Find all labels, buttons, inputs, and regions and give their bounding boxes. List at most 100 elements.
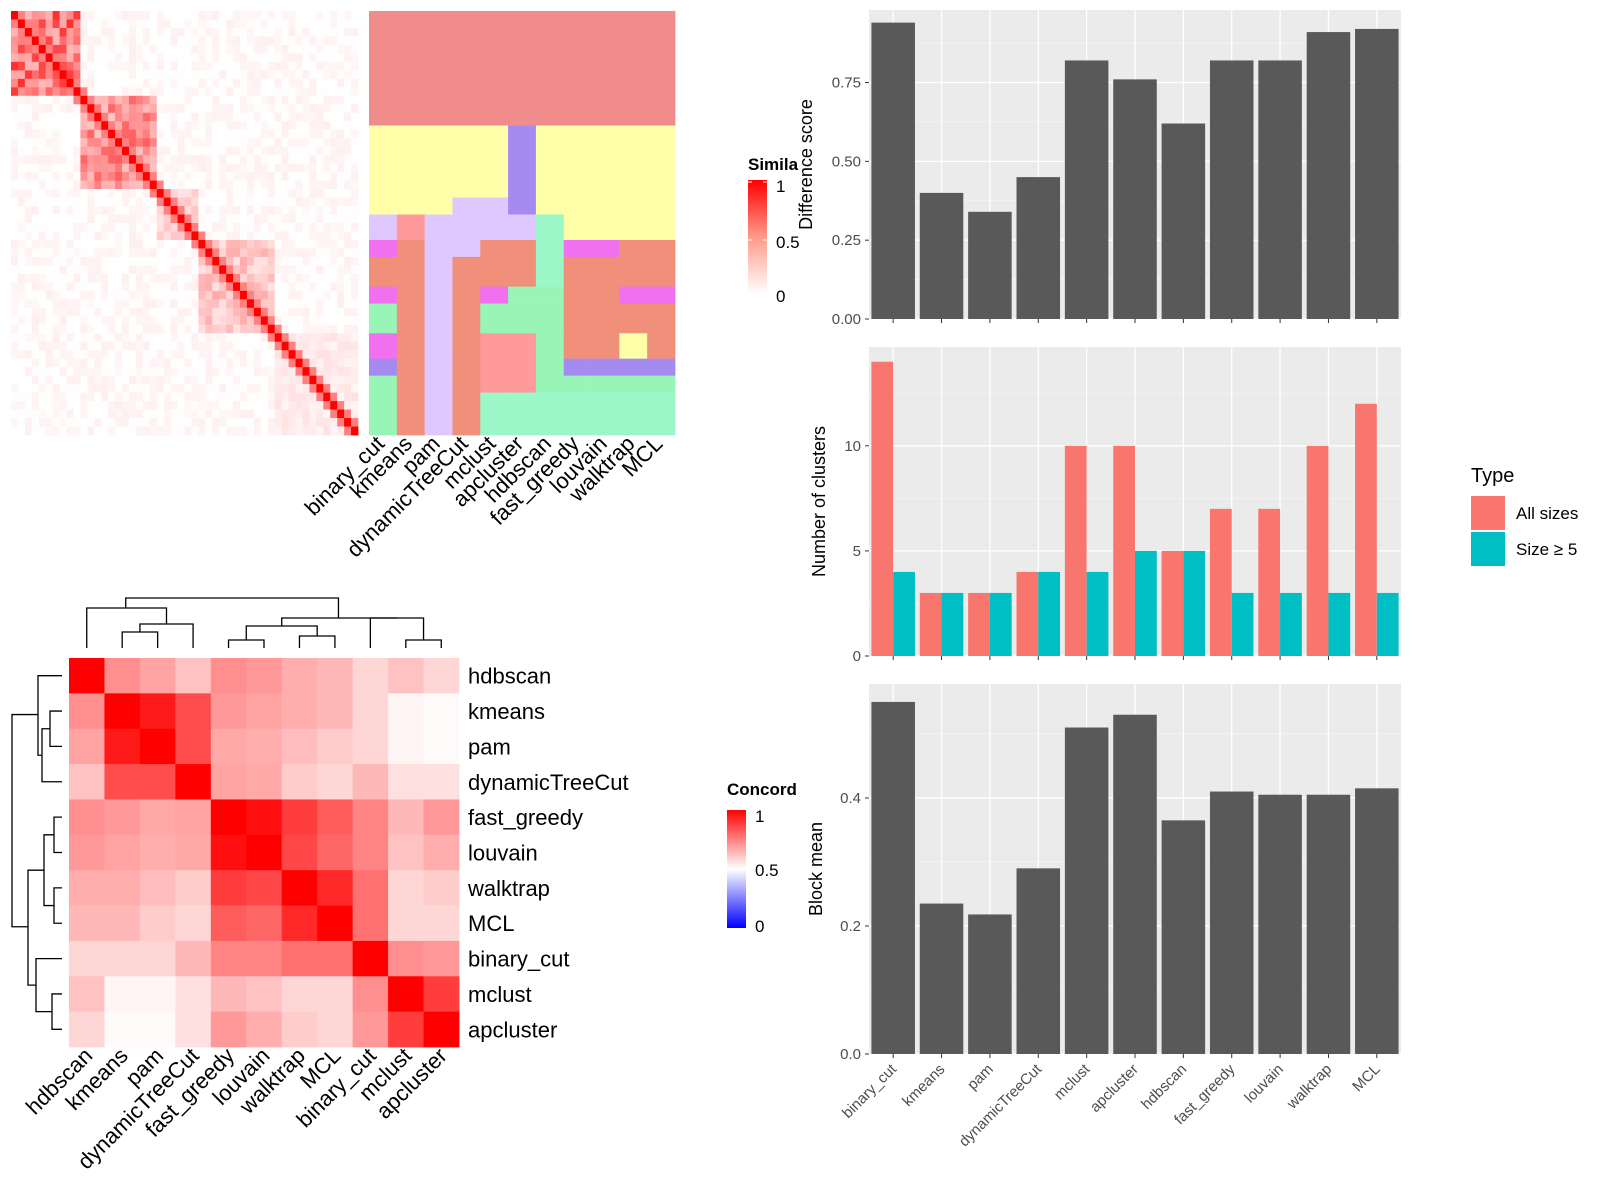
similarity-cell [351,172,359,181]
similarity-cell [142,189,151,198]
similarity-cell [198,223,206,232]
annotation-cell [591,358,620,377]
similarity-cell [191,104,199,114]
similarity-cell [80,324,88,334]
similarity-cell [149,206,158,215]
similarity-cell [31,146,40,156]
similarity-cell [108,95,116,105]
similarity-cell [219,256,227,266]
similarity-cell [163,384,172,393]
similarity-cell [80,248,88,258]
similarity-cell [344,299,352,309]
similarity-cell [122,239,130,249]
similarity-cell [45,36,54,46]
type-legend: Type All sizes Size ≥ 5 [1471,465,1578,566]
similarity-cell [38,426,47,436]
similarity-cell [233,36,241,46]
similarity-cell [246,189,255,198]
similarity-cell [17,95,26,105]
similarity-cell [281,248,289,258]
similarity-cell [212,341,220,351]
similarity-cell [260,273,269,283]
similarity-cell [31,61,40,71]
similarity-cell [122,367,130,377]
similarity-cell [17,316,26,326]
similarity-cell [142,78,151,88]
similarity-cell [66,409,74,419]
similarity-cell [260,121,269,131]
similarity-cell [66,129,74,139]
concordance-cell [388,764,424,800]
similarity-cell [135,384,144,393]
similarity-cell [323,265,331,275]
similarity-cell [253,112,262,122]
similarity-cell [128,70,137,80]
similarity-cell [260,265,269,275]
similarity-cell [246,231,255,241]
similarity-cell [198,367,206,377]
similarity-cell [115,87,123,97]
similarity-cell [240,95,248,105]
similarity-cell [149,95,158,105]
bar [1258,508,1281,656]
similarity-cell [316,53,324,63]
similarity-cell [128,78,137,88]
similarity-cell [240,231,248,241]
similarity-cell [52,384,60,393]
similarity-cell [281,112,289,122]
similarity-cell [177,248,185,258]
concordance-row-label: walktrap [467,876,550,901]
similarity-cell [316,418,324,427]
similarity-cell [351,11,359,20]
similarity-cell [17,206,26,215]
concordance-cell [175,834,212,871]
bar [1064,60,1109,319]
similarity-cell [344,392,352,402]
similarity-cell [59,214,67,224]
x-tick-label: louvain [1241,1061,1287,1107]
similarity-cell [246,409,255,419]
similarity-cell [302,350,310,360]
similarity-cell [302,316,310,326]
similarity-cell [191,282,199,292]
similarity-cell [351,316,359,326]
similarity-cell [323,129,331,139]
similarity-cell [337,248,345,258]
similarity-cell [205,401,213,410]
concordance-cell [104,940,141,977]
similarity-cell [337,163,345,173]
annotation-cell [563,375,592,393]
similarity-cell [226,197,234,207]
similarity-cell [149,358,158,368]
similarity-cell [115,350,123,360]
similarity-cell [267,146,276,156]
similarity-cell [288,138,296,148]
bar [968,914,1012,1054]
similarity-cell [128,214,137,224]
similarity-cell [274,112,283,122]
similarity-cell [135,426,144,436]
similarity-cell [309,27,317,37]
similarity-cell [295,11,303,20]
similarity-cell [142,256,151,266]
similarity-cell [205,121,213,131]
similarity-cell [337,409,345,419]
similarity-cell [274,19,283,29]
similarity-cell [246,392,255,402]
similarity-cell [24,19,33,29]
similarity-cell [170,256,178,266]
concordance-cell [210,728,247,765]
similarity-cell [219,36,227,46]
concordance-tick-0: 0 [755,917,764,936]
similarity-cell [11,358,19,368]
similarity-legend: Simila 1 0.5 0 [748,155,800,306]
similarity-cell [253,239,262,249]
similarity-cell [198,27,206,37]
similarity-cell [233,350,241,360]
similarity-cell [94,78,102,88]
similarity-cell [80,282,88,292]
similarity-cell [17,392,26,402]
similarity-cell [351,87,359,97]
similarity-cell [330,180,338,190]
similarity-cell [330,231,338,241]
